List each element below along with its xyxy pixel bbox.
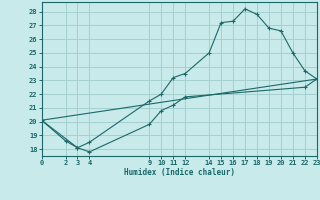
X-axis label: Humidex (Indice chaleur): Humidex (Indice chaleur) [124,168,235,177]
